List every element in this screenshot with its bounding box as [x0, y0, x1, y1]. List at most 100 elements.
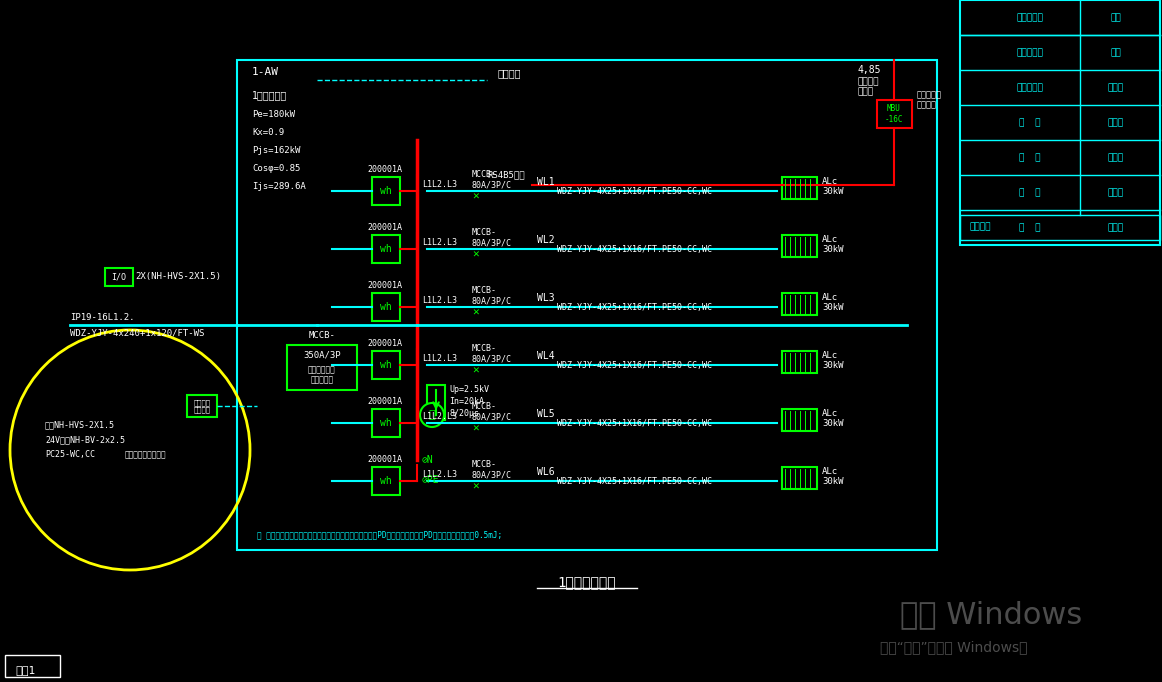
Text: Kx=0.9: Kx=0.9: [252, 128, 285, 137]
Text: ALc
30kW: ALc 30kW: [822, 467, 844, 486]
Text: RS4B5电源: RS4B5电源: [487, 170, 524, 179]
Text: wh: wh: [380, 418, 392, 428]
Text: 200001A: 200001A: [367, 281, 402, 290]
Text: 专业负责人: 专业负责人: [1017, 83, 1043, 92]
Text: wh: wh: [380, 476, 392, 486]
Text: L1L2.L3: L1L2.L3: [422, 470, 457, 479]
Text: ① 注：本号配电筱设置三级计量表示，并设置三级计量表PD表示，并设置三级PD零电流兵器不应大于0.5mJ;: ① 注：本号配电筱设置三级计量表示，并设置三级计量表PD表示，并设置三级PD零电…: [257, 530, 502, 539]
Text: ✕: ✕: [472, 250, 479, 260]
Circle shape: [419, 403, 444, 427]
Text: Pe=180kW: Pe=180kW: [252, 110, 295, 119]
Text: ALc
30kW: ALc 30kW: [822, 235, 844, 254]
Text: 探测器组件: 探测器组件: [310, 375, 333, 384]
Bar: [187, 395, 217, 417]
Text: WL3: WL3: [537, 293, 554, 303]
Text: I/O: I/O: [112, 273, 127, 282]
Text: 游体字: 游体字: [1107, 223, 1124, 232]
Text: Pjs=162kW: Pjs=162kW: [252, 146, 300, 155]
Text: wh: wh: [380, 360, 392, 370]
Text: 1-AW: 1-AW: [252, 67, 279, 77]
Text: 转到“设置”以激活 Windows。: 转到“设置”以激活 Windows。: [880, 640, 1027, 654]
Text: ✕: ✕: [472, 192, 479, 202]
Bar: [372, 351, 400, 379]
Text: 200001A: 200001A: [367, 339, 402, 348]
Text: ✕: ✕: [472, 482, 479, 492]
Text: 审  定: 审 定: [1019, 223, 1041, 232]
Text: L1L2.L3: L1L2.L3: [422, 180, 457, 189]
Text: ALc
30kW: ALc 30kW: [822, 351, 844, 370]
Text: wh: wh: [380, 244, 392, 254]
Text: ALc
30kW: ALc 30kW: [822, 409, 844, 428]
Text: MCCB-
80A/3P/C: MCCB- 80A/3P/C: [472, 402, 512, 421]
Text: 电气火灾监控探测器: 电气火灾监控探测器: [125, 450, 166, 459]
Text: WDZ-YJY-4X25+1X16/FT.PE50-CC,WC: WDZ-YJY-4X25+1X16/FT.PE50-CC,WC: [557, 477, 712, 486]
Text: ALc
30kW: ALc 30kW: [822, 293, 844, 312]
Text: 审  核: 审 核: [1019, 188, 1041, 197]
Text: 200001A: 200001A: [367, 165, 402, 174]
Text: ✕: ✕: [472, 424, 479, 434]
Text: 350A/3P: 350A/3P: [303, 350, 340, 359]
Text: MCCB-
80A/3P/C: MCCB- 80A/3P/C: [472, 344, 512, 364]
Text: PC25-WC,CC: PC25-WC,CC: [45, 450, 95, 459]
Text: 200001A: 200001A: [367, 397, 402, 406]
Text: ALc
30kW: ALc 30kW: [822, 177, 844, 196]
Bar: [372, 235, 400, 263]
Bar: [237, 60, 937, 550]
Bar: [782, 293, 817, 315]
Text: WDZ-YJY-4X25+1X16/FT.PE50-CC,WC: WDZ-YJY-4X25+1X16/FT.PE50-CC,WC: [557, 245, 712, 254]
Bar: [426, 385, 445, 420]
Bar: [372, 467, 400, 495]
Text: 设  计: 设 计: [1019, 118, 1041, 127]
Text: 进线标就: 进线标就: [497, 68, 521, 78]
Bar: [105, 268, 132, 286]
Text: 电气火灾监
控探测器: 电气火灾监 控探测器: [917, 90, 942, 109]
Text: MCCB-
80A/3P/C: MCCB- 80A/3P/C: [472, 170, 512, 190]
Text: wh: wh: [380, 186, 392, 196]
Text: WL1: WL1: [537, 177, 554, 187]
Bar: [877, 100, 912, 128]
Text: 8/20µs: 8/20µs: [449, 409, 479, 418]
Bar: [782, 235, 817, 257]
Text: Cosφ=0.85: Cosφ=0.85: [252, 164, 300, 173]
Text: 200001A: 200001A: [367, 223, 402, 232]
Bar: [782, 177, 817, 199]
Text: MCCB-
80A/3P/C: MCCB- 80A/3P/C: [472, 286, 512, 306]
Text: 项目负责人: 项目负责人: [1017, 48, 1043, 57]
Text: ✕: ✕: [472, 366, 479, 376]
Text: MCCB-
80A/3P/C: MCCB- 80A/3P/C: [472, 460, 512, 479]
Text: 探测器: 探测器: [858, 87, 873, 96]
Bar: [287, 345, 357, 390]
Bar: [372, 293, 400, 321]
Bar: [782, 351, 817, 373]
Text: WDZ-YJY-4X25+1X16/FT.PE50-CC,WC: WDZ-YJY-4X25+1X16/FT.PE50-CC,WC: [557, 419, 712, 428]
Text: WL6: WL6: [537, 467, 554, 477]
Text: In=20kA: In=20kA: [449, 397, 485, 406]
Text: L1L2.L3: L1L2.L3: [422, 354, 457, 363]
Text: 校  对: 校 对: [1019, 153, 1041, 162]
Text: 4,85: 4,85: [858, 65, 881, 75]
Bar: [960, 215, 1160, 240]
Text: Up=2.5kV: Up=2.5kV: [449, 385, 489, 394]
Text: 2X(NH-HVS-2X1.5): 2X(NH-HVS-2X1.5): [135, 273, 221, 282]
Text: WL2: WL2: [537, 235, 554, 245]
Text: 1楼商业电表箱: 1楼商业电表箱: [558, 575, 616, 589]
Text: 电气火灾
监控探测: 电气火灾 监控探测: [194, 399, 210, 413]
Text: WDZ-YJY-4X25+1X16/FT.PE50-CC,WC: WDZ-YJY-4X25+1X16/FT.PE50-CC,WC: [557, 361, 712, 370]
Text: 费文颁: 费文颁: [1107, 153, 1124, 162]
Text: MCCB-: MCCB-: [309, 331, 336, 340]
Text: 布局1: 布局1: [15, 665, 35, 675]
Text: Ijs=289.6A: Ijs=289.6A: [252, 182, 306, 191]
Text: MCCB-
80A/3P/C: MCCB- 80A/3P/C: [472, 228, 512, 248]
Text: L1L2.L3: L1L2.L3: [422, 296, 457, 305]
Text: 张辉: 张辉: [1111, 13, 1121, 22]
Text: wh: wh: [380, 302, 392, 312]
Text: ✕: ✕: [472, 308, 479, 318]
Text: L1L2.L3: L1L2.L3: [422, 412, 457, 421]
Text: 费文颁: 费文颁: [1107, 83, 1124, 92]
Text: 激活 Windows: 激活 Windows: [901, 600, 1082, 629]
Text: 张辉: 张辉: [1111, 48, 1121, 57]
Text: WDZ-YJY-4X25+1X16/FT.PE50-CC,WC: WDZ-YJY-4X25+1X16/FT.PE50-CC,WC: [557, 187, 712, 196]
Text: 1楼商业负荷: 1楼商业负荷: [252, 90, 287, 100]
Text: WL4: WL4: [537, 351, 554, 361]
Text: 项目负责人: 项目负责人: [1017, 13, 1043, 22]
